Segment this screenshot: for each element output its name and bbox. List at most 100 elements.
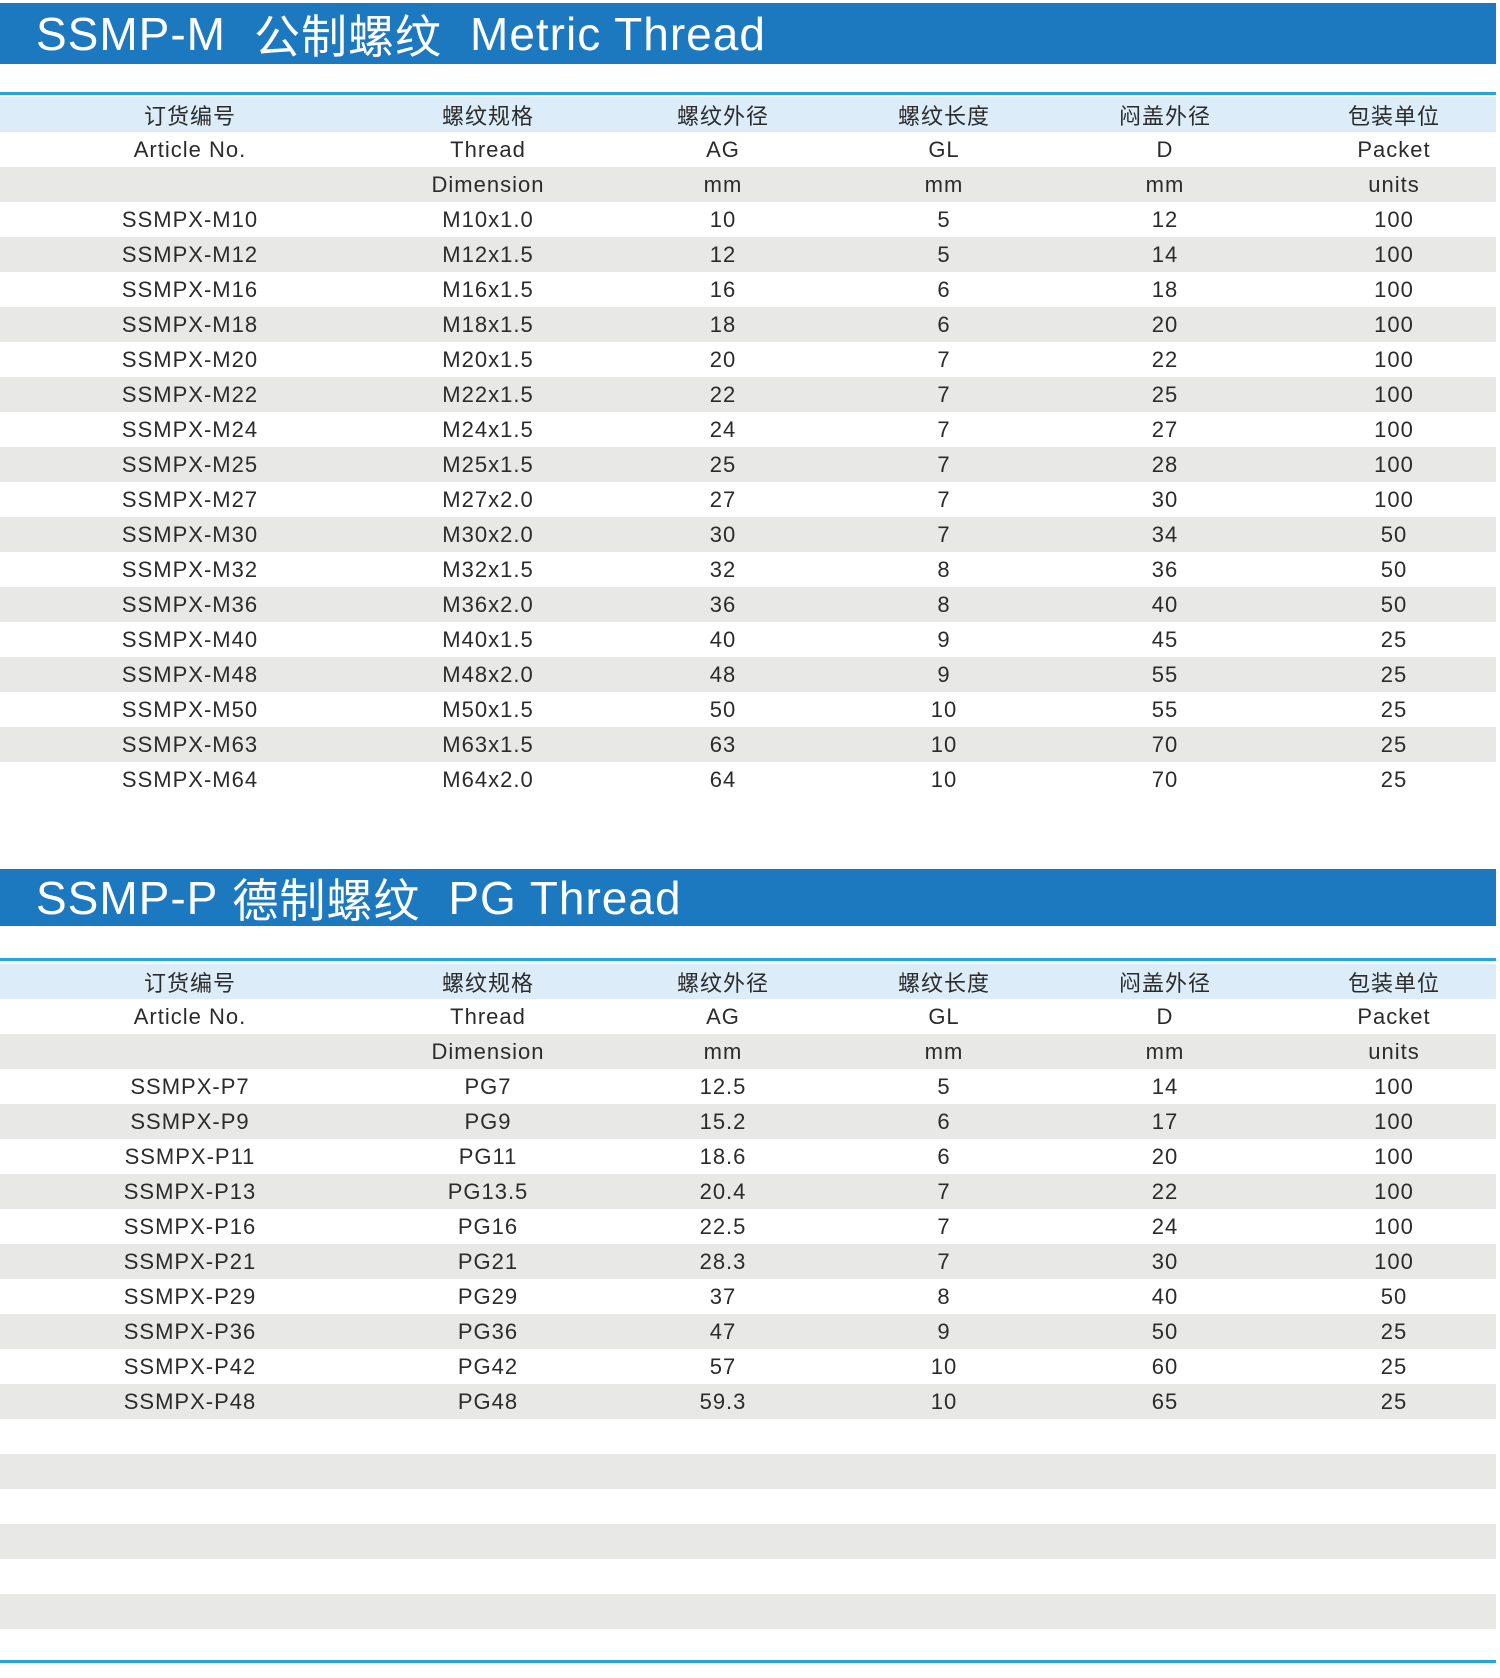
cell: SSMPX-M20 [121,346,259,372]
table-row: SSMPX-M10 M10x1.0 10 5 12 100 [0,202,1496,237]
cell: SSMPX-M24 [121,416,259,442]
empty-row [0,1489,1496,1524]
cell: SSMPX-M10 [121,206,259,232]
pg-title-code: SSMP-P [36,871,219,924]
cell: SSMPX-P13 [123,1178,257,1204]
metric-title-en: Metric Thread [470,7,766,60]
cell: 63 [709,731,737,757]
table-row: SSMPX-M50 M50x1.5 50 10 55 25 [0,692,1496,727]
cell: M20x1.5 [442,346,534,372]
cell: 50 [1380,521,1408,547]
cell: SSMPX-M32 [121,556,259,582]
metric-divider [0,92,1496,95]
empty-row [0,1419,1496,1454]
cell: PG9 [464,1108,512,1134]
cell: 14 [1151,241,1179,267]
cell: 8 [937,556,951,582]
cell: GL [928,1003,960,1029]
cell: 30 [1151,1248,1179,1274]
cell: SSMPX-M40 [121,626,259,652]
cell: 25 [1380,766,1408,792]
cell: 25 [1380,696,1408,722]
cell: M25x1.5 [442,451,534,477]
cell: 100 [1374,346,1414,372]
cell: 25 [1151,381,1179,407]
cell: 8 [937,591,951,617]
cell: M27x2.0 [442,486,534,512]
header-row-chinese: 订货编号 螺纹规格 螺纹外径 螺纹长度 闷盖外径 包装单位 [0,97,1496,132]
table-row: SSMPX-M27 M27x2.0 27 7 30 100 [0,482,1496,517]
table-row: SSMPX-M48 M48x2.0 48 9 55 25 [0,657,1496,692]
cell: M10x1.0 [442,206,534,232]
cell: 7 [937,1213,951,1239]
cell: 36 [1151,556,1179,582]
cell: 64 [709,766,737,792]
cell: 25 [1380,1353,1408,1379]
cell: SSMPX-P29 [123,1283,257,1309]
table-row: SSMPX-M30 M30x2.0 30 7 34 50 [0,517,1496,552]
cell: M24x1.5 [442,416,534,442]
cell: Thread [450,1003,526,1029]
cell: 25 [1380,626,1408,652]
cell: 6 [937,311,951,337]
cell: M48x2.0 [442,661,534,687]
cell: M50x1.5 [442,696,534,722]
cell: mm [924,1038,964,1064]
table-row: SSMPX-P16 PG16 22.5 7 24 100 [0,1209,1496,1244]
cell: 60 [1151,1353,1179,1379]
cell: 22 [1151,346,1179,372]
table-row: SSMPX-P48 PG48 59.3 10 65 25 [0,1384,1496,1419]
table-row: SSMPX-M22 M22x1.5 22 7 25 100 [0,377,1496,412]
table-row: SSMPX-M18 M18x1.5 18 6 20 100 [0,307,1496,342]
cell: Dimension [431,171,545,197]
table-row: SSMPX-P11 PG11 18.6 6 20 100 [0,1139,1496,1174]
cell: 24 [1151,1213,1179,1239]
cell: 6 [937,276,951,302]
cell: 螺纹规格 [441,103,534,129]
cell: 28 [1151,451,1179,477]
cell: SSMPX-M18 [121,311,259,337]
cell: SSMPX-P21 [123,1248,257,1274]
cell: Dimension [431,1038,545,1064]
metric-section-banner: SSMP-M 公制螺纹 Metric Thread [0,3,1496,64]
cell: Packet [1357,136,1431,162]
cell: 45 [1151,626,1179,652]
cell: 10 [930,696,958,722]
cell: 57 [709,1353,737,1379]
cell: 100 [1374,241,1414,267]
cell: Thread [450,136,526,162]
cell: 10 [930,1353,958,1379]
cell: 9 [937,661,951,687]
cell: 订货编号 [143,970,236,996]
cell: 100 [1374,311,1414,337]
cell: 12 [709,241,737,267]
cell: 18 [709,311,737,337]
cell: 20 [709,346,737,372]
table-row: SSMPX-M24 M24x1.5 24 7 27 100 [0,412,1496,447]
cell: M22x1.5 [442,381,534,407]
cell: M18x1.5 [442,311,534,337]
cell: 5 [937,241,951,267]
cell: M64x2.0 [442,766,534,792]
table-row: SSMPX-M36 M36x2.0 36 8 40 50 [0,587,1496,622]
cell: 30 [709,521,737,547]
cell: SSMPX-M27 [121,486,259,512]
cell: 48 [709,661,737,687]
cell: SSMPX-M12 [121,241,259,267]
cell: 10 [930,1388,958,1414]
cell: 100 [1374,1073,1414,1099]
cell: SSMPX-M64 [121,766,259,792]
cell: PG7 [464,1073,512,1099]
cell: PG48 [457,1388,519,1414]
cell: 36 [709,591,737,617]
cell: 40 [1151,591,1179,617]
cell: 59.3 [699,1388,747,1414]
cell: Article No. [133,136,247,162]
cell: 55 [1151,696,1179,722]
cell: 6 [937,1108,951,1134]
table-row: SSMPX-P36 PG36 47 9 50 25 [0,1314,1496,1349]
cell: 100 [1374,1108,1414,1134]
cell: 40 [1151,1283,1179,1309]
cell: PG16 [457,1213,519,1239]
table-row: SSMPX-M25 M25x1.5 25 7 28 100 [0,447,1496,482]
